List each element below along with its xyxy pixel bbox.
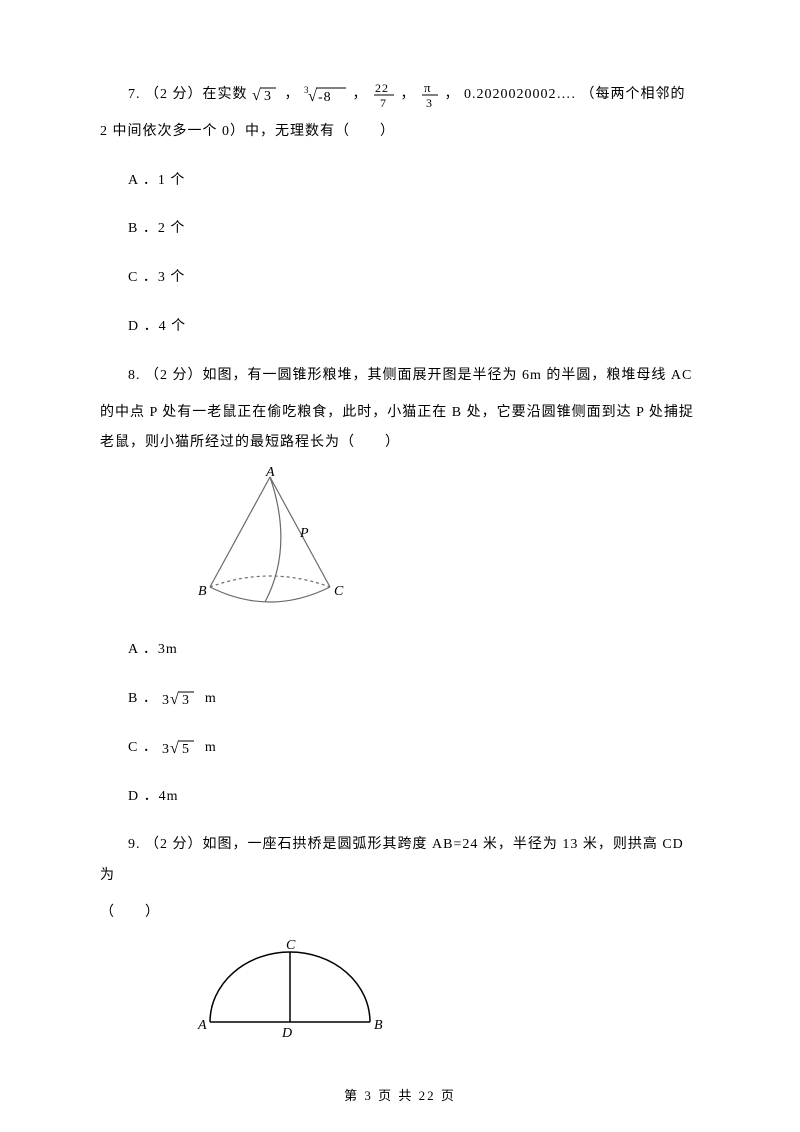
- svg-text:√: √: [170, 740, 180, 757]
- q9-figure: A B C D: [190, 937, 700, 1047]
- expr-cbrt-neg8: 3√-8: [304, 84, 348, 106]
- svg-text:√: √: [170, 691, 180, 708]
- svg-text:3: 3: [264, 89, 272, 104]
- svg-text:C: C: [286, 938, 296, 953]
- q8-figure: A P B C: [190, 467, 700, 617]
- svg-text:C: C: [334, 584, 344, 599]
- svg-text:√: √: [252, 87, 262, 104]
- expr-3sqrt5: 3√5: [162, 738, 200, 758]
- q7-mid3: ，: [401, 87, 421, 102]
- q8-line2: 的中点 P 处有一老鼠正在偷吃粮食，此时，小猫正在 B 处，它要沿圆锥侧面到达 …: [100, 398, 700, 429]
- q8-optC: C ． 3√5 m: [100, 733, 700, 764]
- q8-optB-prefix: B ．: [128, 691, 158, 706]
- page: 7. （2 分）在实数 √3 ， 3√-8 ， 227 ， π3 ， 0.202…: [0, 0, 800, 1132]
- q8-optB: B ． 3√3 m: [100, 684, 700, 715]
- q7-prefix: 7. （2 分）在实数: [128, 87, 252, 102]
- expr-sqrt3: √3: [252, 85, 280, 105]
- q7-mid4: ，: [445, 87, 460, 102]
- svg-text:3: 3: [182, 693, 190, 708]
- q7-optA: A ．1 个: [100, 166, 700, 197]
- q8-optA: A ．3m: [100, 635, 700, 666]
- page-footer: 第 3 页 共 22 页: [0, 1085, 800, 1104]
- expr-frac-22-7: 227: [372, 81, 396, 109]
- q7-num: 0.2020020002…. （每两个相邻的: [464, 87, 686, 102]
- q7-optC: C ．3 个: [100, 263, 700, 294]
- q8-optC-suffix: m: [205, 740, 217, 755]
- svg-text:-8: -8: [318, 90, 332, 105]
- svg-text:B: B: [198, 584, 207, 599]
- q8-line1: 8. （2 分）如图，有一圆锥形粮堆，其侧面展开图是半径为 6m 的半圆，粮堆母…: [100, 361, 700, 392]
- svg-text:B: B: [374, 1018, 383, 1033]
- q7-optB: B ．2 个: [100, 214, 700, 245]
- q9-line2: （ ）: [100, 898, 700, 929]
- svg-text:A: A: [197, 1018, 207, 1033]
- q7-line2: 2 中间依次多一个 0）中，无理数有（ ）: [100, 117, 700, 148]
- svg-text:3: 3: [162, 693, 170, 708]
- svg-text:P: P: [299, 526, 309, 541]
- q8-line3: 老鼠，则小猫所经过的最短路程长为（ ）: [100, 428, 700, 459]
- svg-text:A: A: [265, 467, 275, 480]
- svg-text:√: √: [308, 88, 318, 105]
- svg-text:π: π: [424, 81, 432, 95]
- svg-text:3: 3: [426, 96, 433, 109]
- expr-3sqrt3: 3√3: [162, 689, 200, 709]
- svg-text:5: 5: [182, 742, 190, 757]
- expr-frac-pi-3: π3: [420, 81, 440, 109]
- q7-line1: 7. （2 分）在实数 √3 ， 3√-8 ， 227 ， π3 ， 0.202…: [100, 80, 700, 111]
- svg-text:D: D: [281, 1026, 292, 1041]
- q7-mid1: ，: [285, 87, 305, 102]
- q9-line1: 9. （2 分）如图，一座石拱桥是圆弧形其跨度 AB=24 米，半径为 13 米…: [100, 830, 700, 892]
- q8-optD: D ．4m: [100, 782, 700, 813]
- q8-optB-suffix: m: [205, 691, 217, 706]
- q7-mid2: ，: [353, 87, 373, 102]
- svg-text:22: 22: [375, 81, 389, 95]
- q7-optD: D ．4 个: [100, 312, 700, 343]
- svg-text:7: 7: [380, 96, 387, 109]
- q8-optC-prefix: C ．: [128, 740, 158, 755]
- svg-text:3: 3: [162, 742, 170, 757]
